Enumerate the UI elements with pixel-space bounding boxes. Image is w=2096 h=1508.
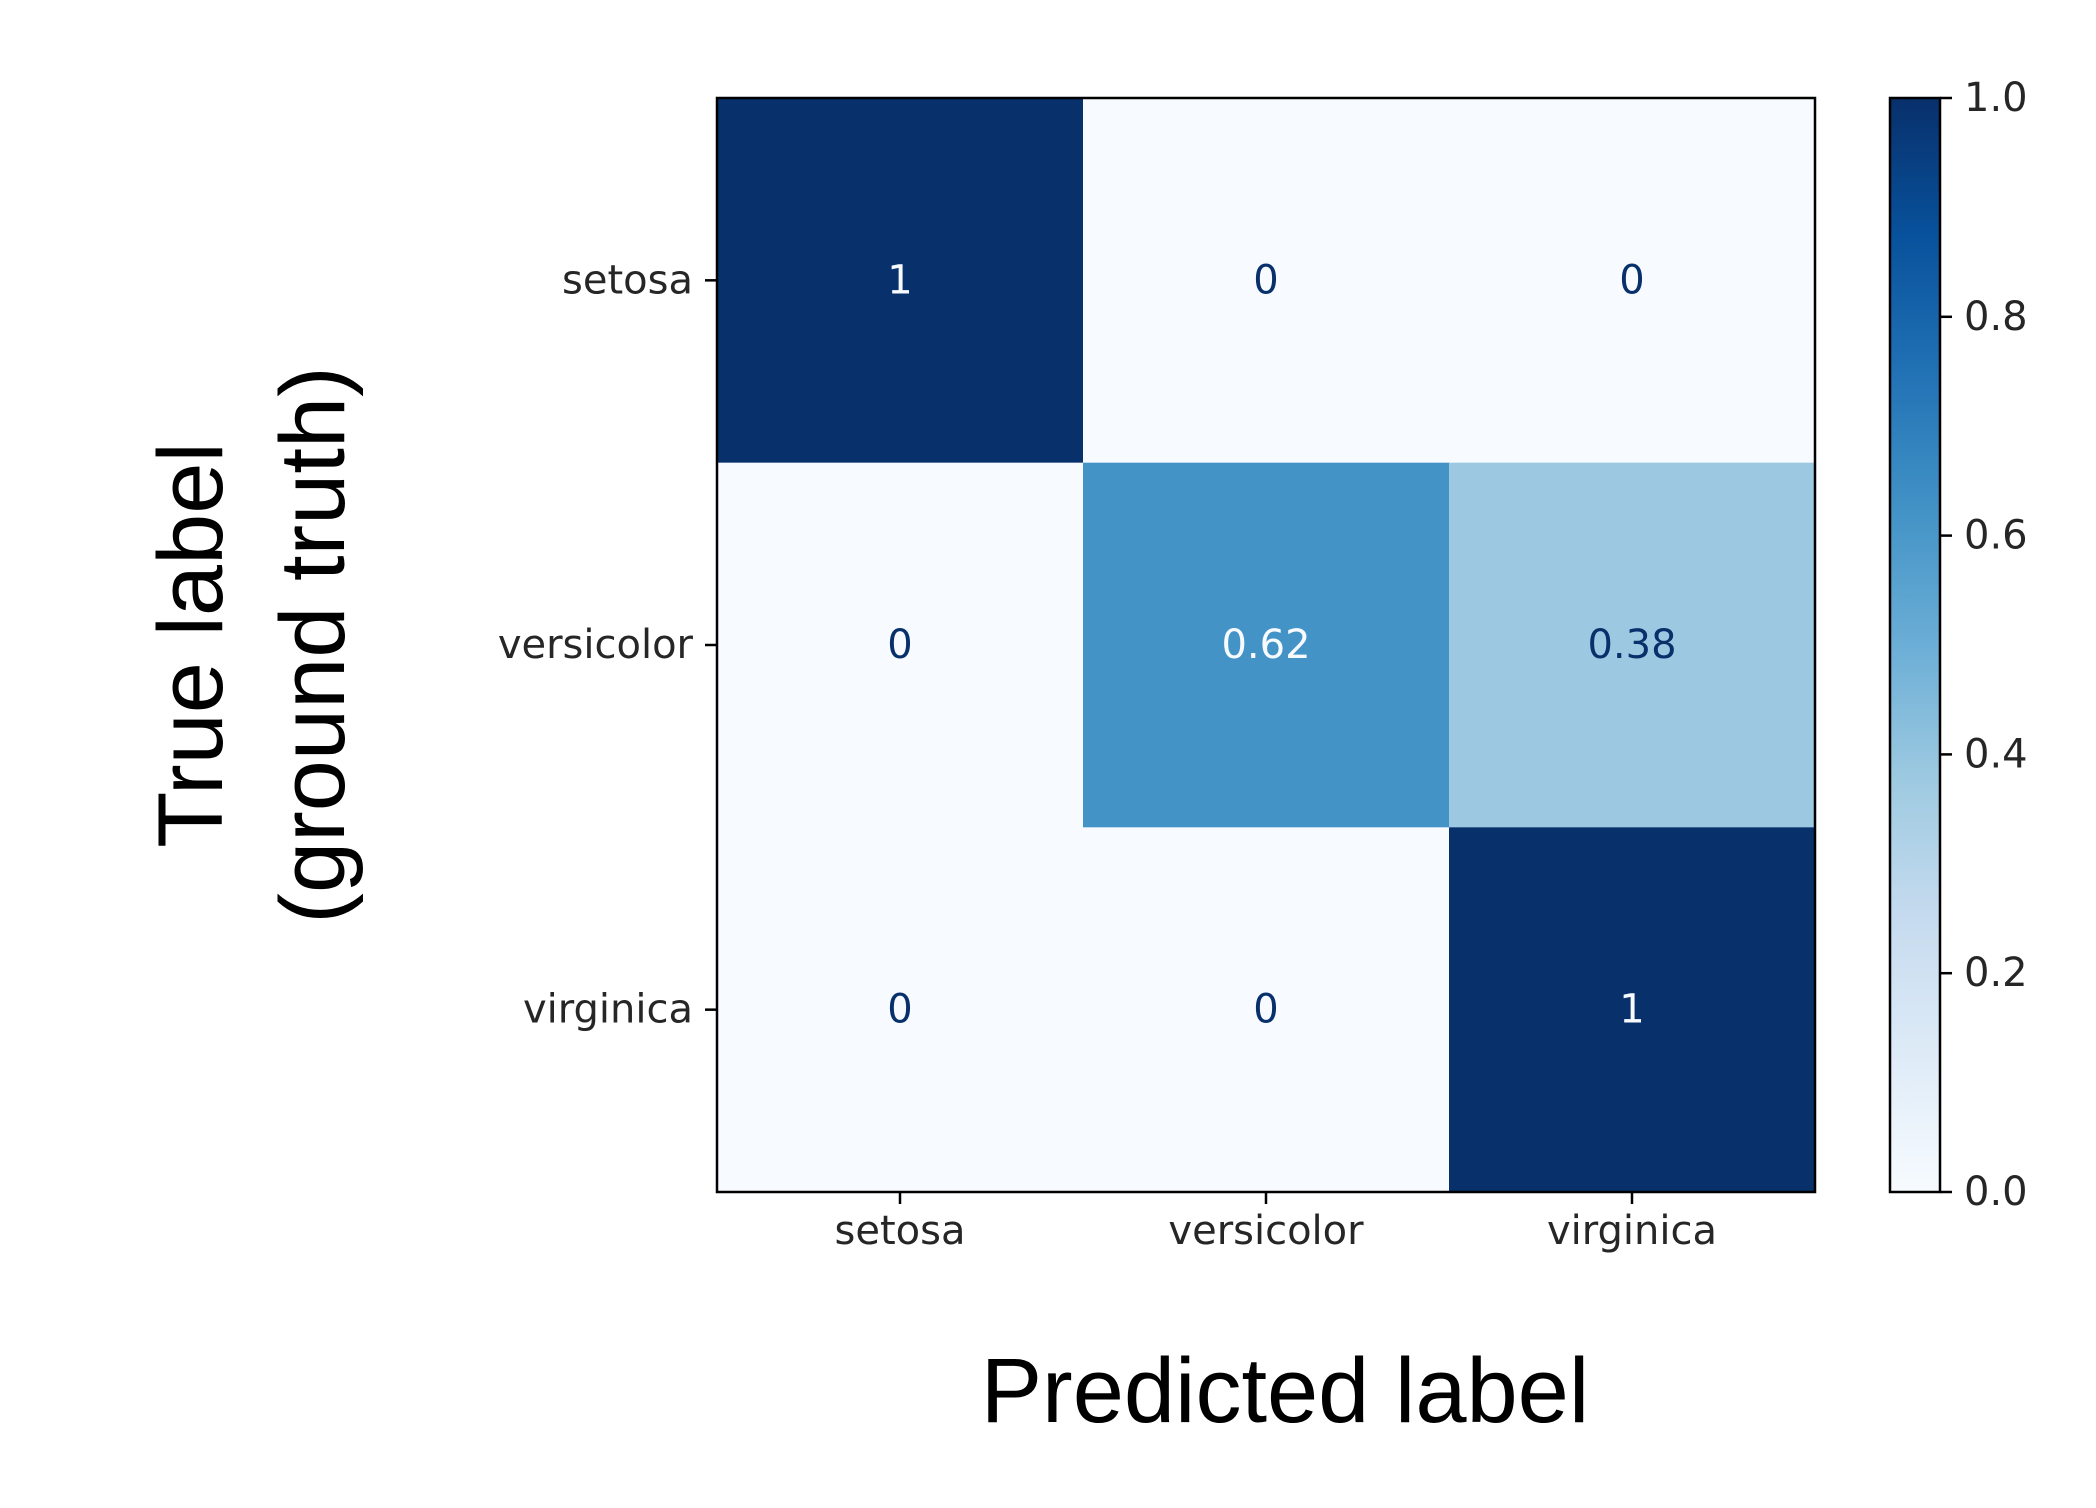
cell-label-0-0: 1 — [887, 257, 912, 303]
colorbar-tick-label-0: 0.0 — [1964, 1169, 2028, 1215]
cell-0-0 — [717, 98, 1084, 464]
y-axis-ticks: setosa versicolor virginica — [498, 257, 717, 1033]
y-tick-label-virginica: virginica — [523, 987, 693, 1033]
cell-label-2-0: 0 — [887, 987, 912, 1033]
cell-0-2 — [1449, 98, 1816, 464]
x-tick-label-versicolor: versicolor — [1168, 1208, 1364, 1254]
cell-1-2 — [1449, 462, 1816, 828]
cell-2-1 — [1083, 827, 1450, 1193]
cell-0-1 — [1083, 98, 1450, 464]
x-axis-ticks: setosa versicolor virginica — [835, 1192, 1717, 1254]
y-axis-title-line-1: True label — [140, 442, 242, 848]
y-tick-label-versicolor: versicolor — [498, 622, 694, 668]
colorbar-tick-label-3: 0.6 — [1964, 513, 2028, 559]
cell-label-0-2: 0 — [1619, 257, 1644, 303]
cell-label-1-0: 0 — [887, 622, 912, 668]
y-axis-title-line-2: (ground truth) — [262, 366, 364, 923]
heatmap-cells — [717, 98, 1816, 1193]
colorbar-tick-label-4: 0.8 — [1964, 294, 2028, 340]
colorbar-tick-label-2: 0.4 — [1964, 731, 2028, 777]
colorbar-ticks: 0.0 0.2 0.4 0.6 0.8 1.0 — [1940, 75, 2028, 1215]
colorbar-tick-label-1: 0.2 — [1964, 950, 2028, 996]
cell-2-0 — [717, 827, 1084, 1193]
cell-label-2-1: 0 — [1253, 987, 1278, 1033]
cell-1-1 — [1083, 462, 1450, 828]
cell-label-2-2: 1 — [1619, 987, 1644, 1033]
x-tick-label-setosa: setosa — [835, 1208, 966, 1254]
y-axis-title: True label (ground truth) — [140, 366, 364, 923]
cell-label-1-2: 0.38 — [1587, 622, 1676, 668]
x-tick-label-virginica: virginica — [1547, 1208, 1717, 1254]
cell-label-0-1: 0 — [1253, 257, 1278, 303]
cell-label-1-1: 0.62 — [1221, 622, 1310, 668]
x-axis-title: Predicted label — [981, 1340, 1590, 1442]
y-tick-label-setosa: setosa — [562, 257, 693, 303]
colorbar-tick-label-5: 1.0 — [1964, 75, 2028, 121]
cell-1-0 — [717, 462, 1084, 828]
colorbar — [1888, 96, 1942, 1194]
cell-labels: 1 0 0 0 0.62 0.38 0 0 1 — [887, 257, 1676, 1032]
cell-2-2 — [1449, 827, 1816, 1193]
